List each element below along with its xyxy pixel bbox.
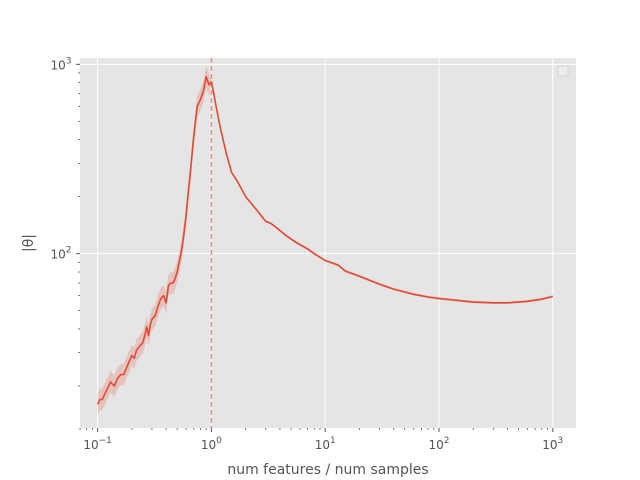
x-tick-base: 10 [428,438,443,452]
x-tick-exponent: 3 [558,436,564,446]
plot-area [80,58,576,428]
x-tick-base: 10 [315,438,330,452]
x-tick-base: 10 [83,438,98,452]
x-tick-exponent: −1 [99,436,112,446]
series-line [96,75,553,405]
x-tick-label: 103 [542,436,563,452]
x-axis: 10−1 100 101 102 103 [79,428,563,452]
y-tick-label: 103 [50,56,71,72]
legend-box [557,65,569,77]
x-tick-label: 102 [428,436,449,452]
x-tick-base: 10 [201,438,216,452]
x-tick-base: 10 [542,438,557,452]
series-group [96,58,553,428]
x-tick-exponent: 0 [216,436,222,446]
x-axis-label: num features / num samples [227,462,428,478]
x-tick-label: 100 [201,436,222,452]
x-tick-label: 10−1 [83,436,112,452]
grid [80,58,576,428]
y-tick-exponent: 2 [66,246,72,256]
x-tick-exponent: 1 [330,436,336,446]
y-tick-base: 10 [50,58,65,72]
x-tick-exponent: 2 [444,436,450,446]
y-tick-exponent: 3 [66,56,72,66]
y-tick-base: 10 [50,248,65,262]
y-axis-label: |θ| [21,234,37,252]
y-tick-label: 102 [50,246,71,262]
x-tick-label: 101 [315,436,336,452]
